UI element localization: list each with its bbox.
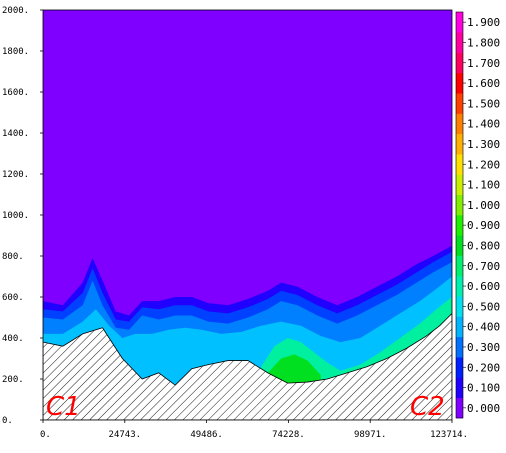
colorbar: 0.000 0.100 0.200 0.300 0.400 0.500 0.600 0.700… [455, 11, 500, 419]
x-tick-label: 24743. [109, 430, 142, 440]
colorbar-label: 0.500 [467, 300, 500, 313]
x-tick-label: 98971. [354, 430, 387, 440]
colorbar-swatch [456, 154, 463, 175]
colorbar-label: 0.400 [467, 321, 500, 334]
x-tick-label: 74228. [272, 430, 305, 440]
colorbar-label: 1.200 [467, 158, 500, 171]
y-tick-label: 1400. [2, 129, 29, 139]
colorbar-frame [455, 11, 464, 419]
colorbar-swatch [456, 32, 463, 53]
colorbar-label: 1.000 [467, 199, 500, 212]
colorbar-label: 1.800 [467, 36, 500, 49]
colorbar-label: 1.700 [467, 57, 500, 70]
plot-area [43, 10, 452, 420]
annotation-c2: C2 [410, 392, 445, 422]
colorbar-swatch [456, 255, 463, 277]
colorbar-label: 0.300 [467, 341, 500, 354]
colorbar-label: 0.900 [467, 219, 500, 232]
colorbar-swatch [456, 275, 463, 297]
colorbar-swatch [456, 377, 463, 398]
y-tick-label: 400. [2, 334, 24, 344]
x-tick-label: 0. [40, 430, 51, 440]
colorbar-swatch [456, 357, 463, 378]
y-tick-label: 1200. [2, 170, 29, 180]
colorbar-label: 0.700 [467, 260, 500, 273]
colorbar-label: 0.800 [467, 239, 500, 252]
colorbar-label: 0.600 [467, 280, 500, 293]
x-tick-label: 49486. [190, 430, 223, 440]
colorbar-label: 0.000 [467, 402, 500, 415]
y-tick-label: 0. [2, 416, 13, 426]
x-axis: 0. 24743. 49486. 74228. 98971. 123714. [40, 420, 468, 440]
colorbar-swatch [456, 52, 463, 74]
y-tick-label: 1600. [2, 88, 29, 98]
colorbar-swatch [456, 72, 463, 94]
terrain-hatched-area [43, 312, 452, 420]
y-tick-label: 1800. [2, 47, 29, 57]
colorbar-label: 1.400 [467, 118, 500, 131]
colorbar-swatch [456, 397, 463, 419]
colorbar-swatch [456, 113, 463, 135]
annotation-c1: C1 [46, 392, 81, 422]
x-tick-label: 123714. [430, 430, 468, 440]
colorbar-label: 1.600 [467, 77, 500, 90]
y-tick-label: 2000. [2, 6, 29, 16]
colorbar-swatch [456, 12, 463, 33]
colorbar-swatch [456, 235, 463, 256]
colorbar-swatch [456, 133, 463, 155]
colorbar-label: 1.300 [467, 138, 500, 151]
colorbar-swatch [456, 174, 463, 195]
y-tick-label: 800. [2, 252, 24, 262]
colorbar-swatch [456, 296, 463, 317]
y-axis: 0. 200. 400. 600. 800. 1000. 1200. 1400. 1600. 18… [2, 6, 43, 426]
y-tick-label: 200. [2, 375, 24, 385]
colorbar-swatch [456, 316, 463, 338]
colorbar-label: 1.900 [467, 16, 500, 29]
y-tick-label: 1000. [2, 211, 29, 221]
colorbar-swatch [456, 215, 463, 236]
y-tick-label: 600. [2, 293, 24, 303]
colorbar-swatch [456, 93, 463, 114]
colorbar-label: 0.200 [467, 361, 500, 374]
colorbar-swatch [456, 336, 463, 358]
colorbar-label: 0.100 [467, 382, 500, 395]
colorbar-swatch [456, 194, 463, 216]
colorbar-label: 1.500 [467, 97, 500, 110]
colorbar-label: 1.100 [467, 179, 500, 192]
